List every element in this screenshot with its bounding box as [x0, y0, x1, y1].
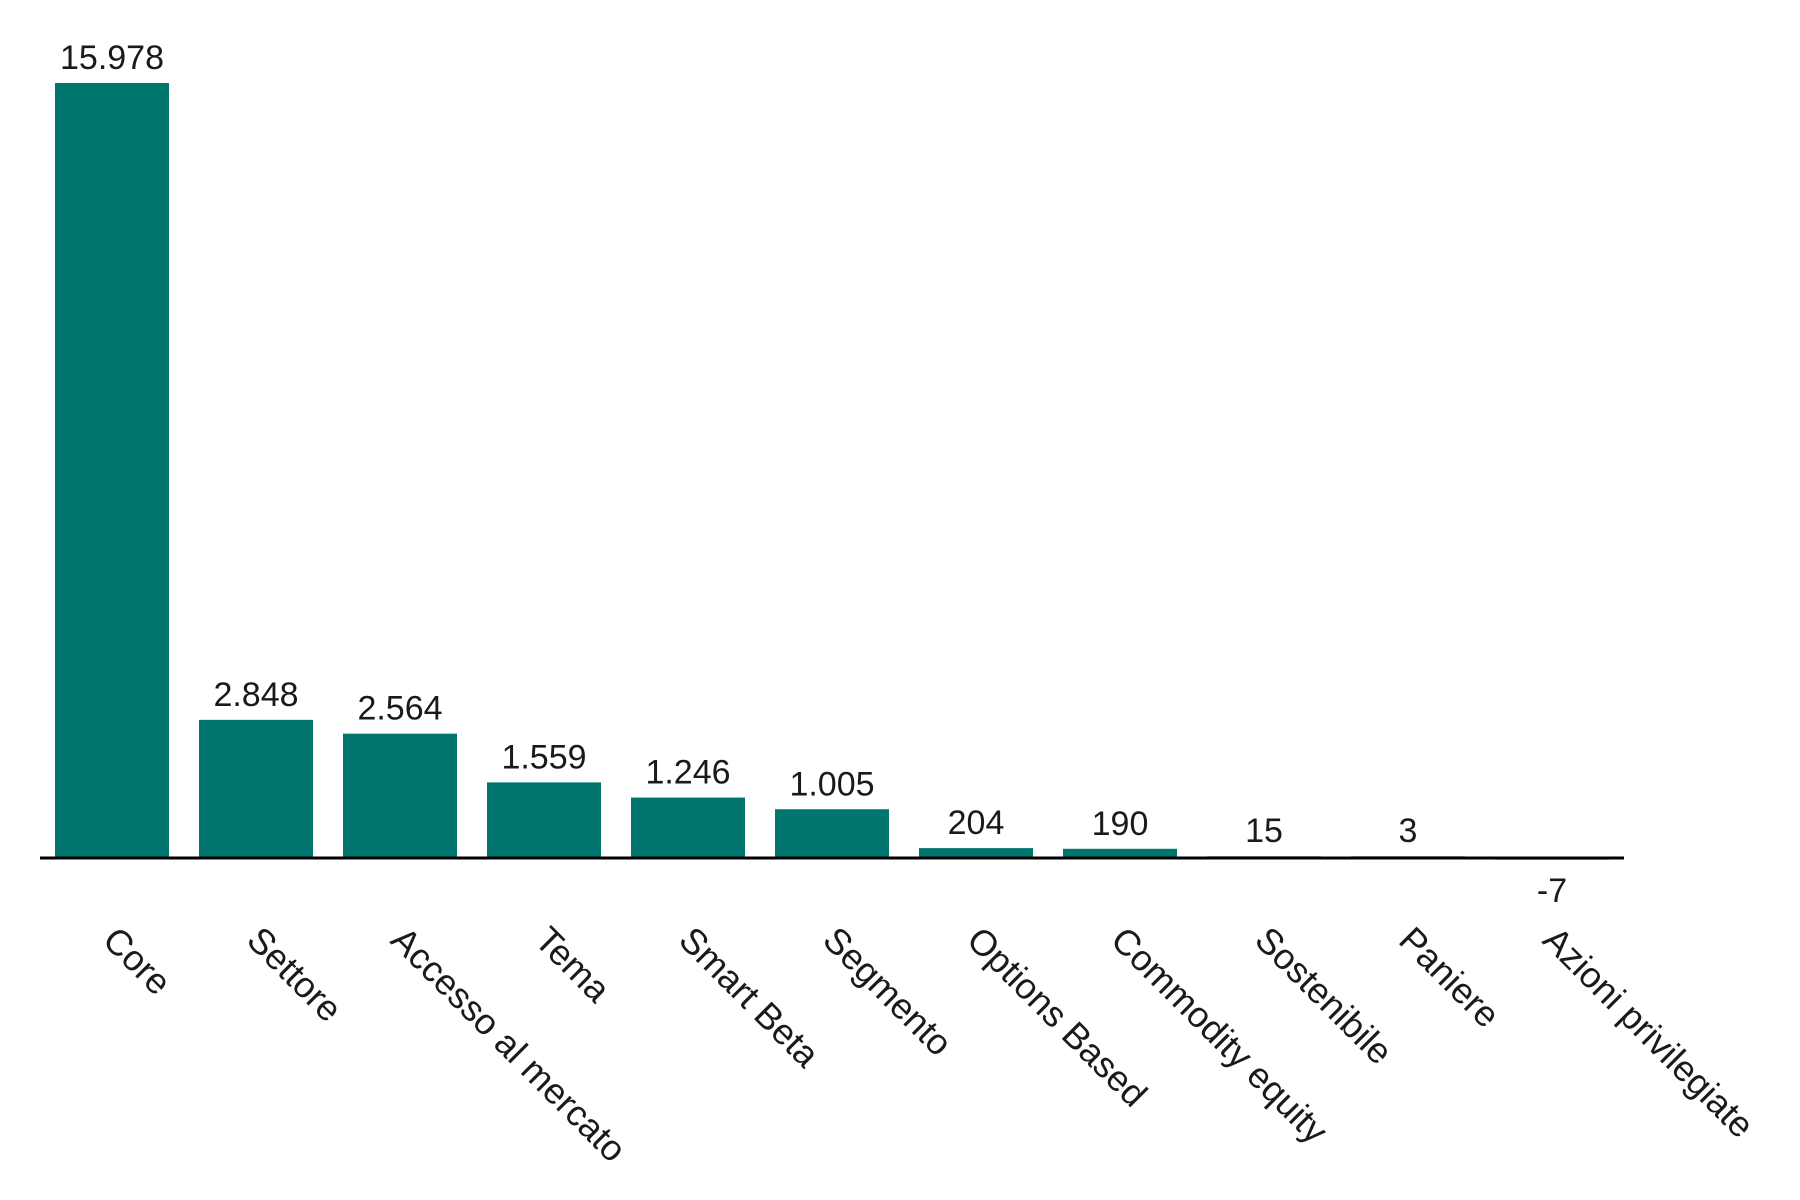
bar-accesso-al-mercato	[343, 733, 457, 858]
category-label: Accesso al mercato	[383, 919, 634, 1170]
value-label: 3	[1399, 812, 1418, 850]
value-label: 1.559	[501, 738, 586, 776]
value-labels-group: 15.978 2.848 2.564 1.559 1.246 1.005 204 190 15 3…	[60, 39, 1567, 910]
value-label: 2.564	[357, 690, 442, 728]
category-label: Core	[95, 919, 179, 1003]
value-label: 1.246	[645, 754, 730, 792]
category-label: Paniere	[1391, 919, 1508, 1036]
value-label: 190	[1092, 805, 1149, 843]
value-label: -7	[1537, 872, 1567, 910]
value-label: 1.005	[789, 765, 874, 803]
category-label: Tema	[527, 919, 619, 1011]
category-label: Segmento	[815, 919, 960, 1064]
value-label: 2.848	[213, 676, 298, 714]
bar-commodity-equity	[1063, 848, 1177, 858]
bar-segmento	[775, 809, 889, 858]
category-label: Smart Beta	[671, 919, 828, 1076]
bar-settore	[199, 719, 313, 858]
bar-smart-beta	[631, 797, 745, 858]
bar-options-based	[919, 848, 1033, 858]
bars-group	[55, 83, 1609, 860]
category-label: Azioni privilegiate	[1535, 919, 1762, 1146]
category-label: Sostenibile	[1247, 919, 1401, 1073]
value-label: 15	[1245, 812, 1283, 850]
category-label: Settore	[239, 919, 350, 1030]
value-label: 204	[948, 804, 1005, 842]
bar-core	[55, 83, 169, 858]
bar-tema	[487, 782, 601, 858]
value-label: 15.978	[60, 39, 164, 77]
